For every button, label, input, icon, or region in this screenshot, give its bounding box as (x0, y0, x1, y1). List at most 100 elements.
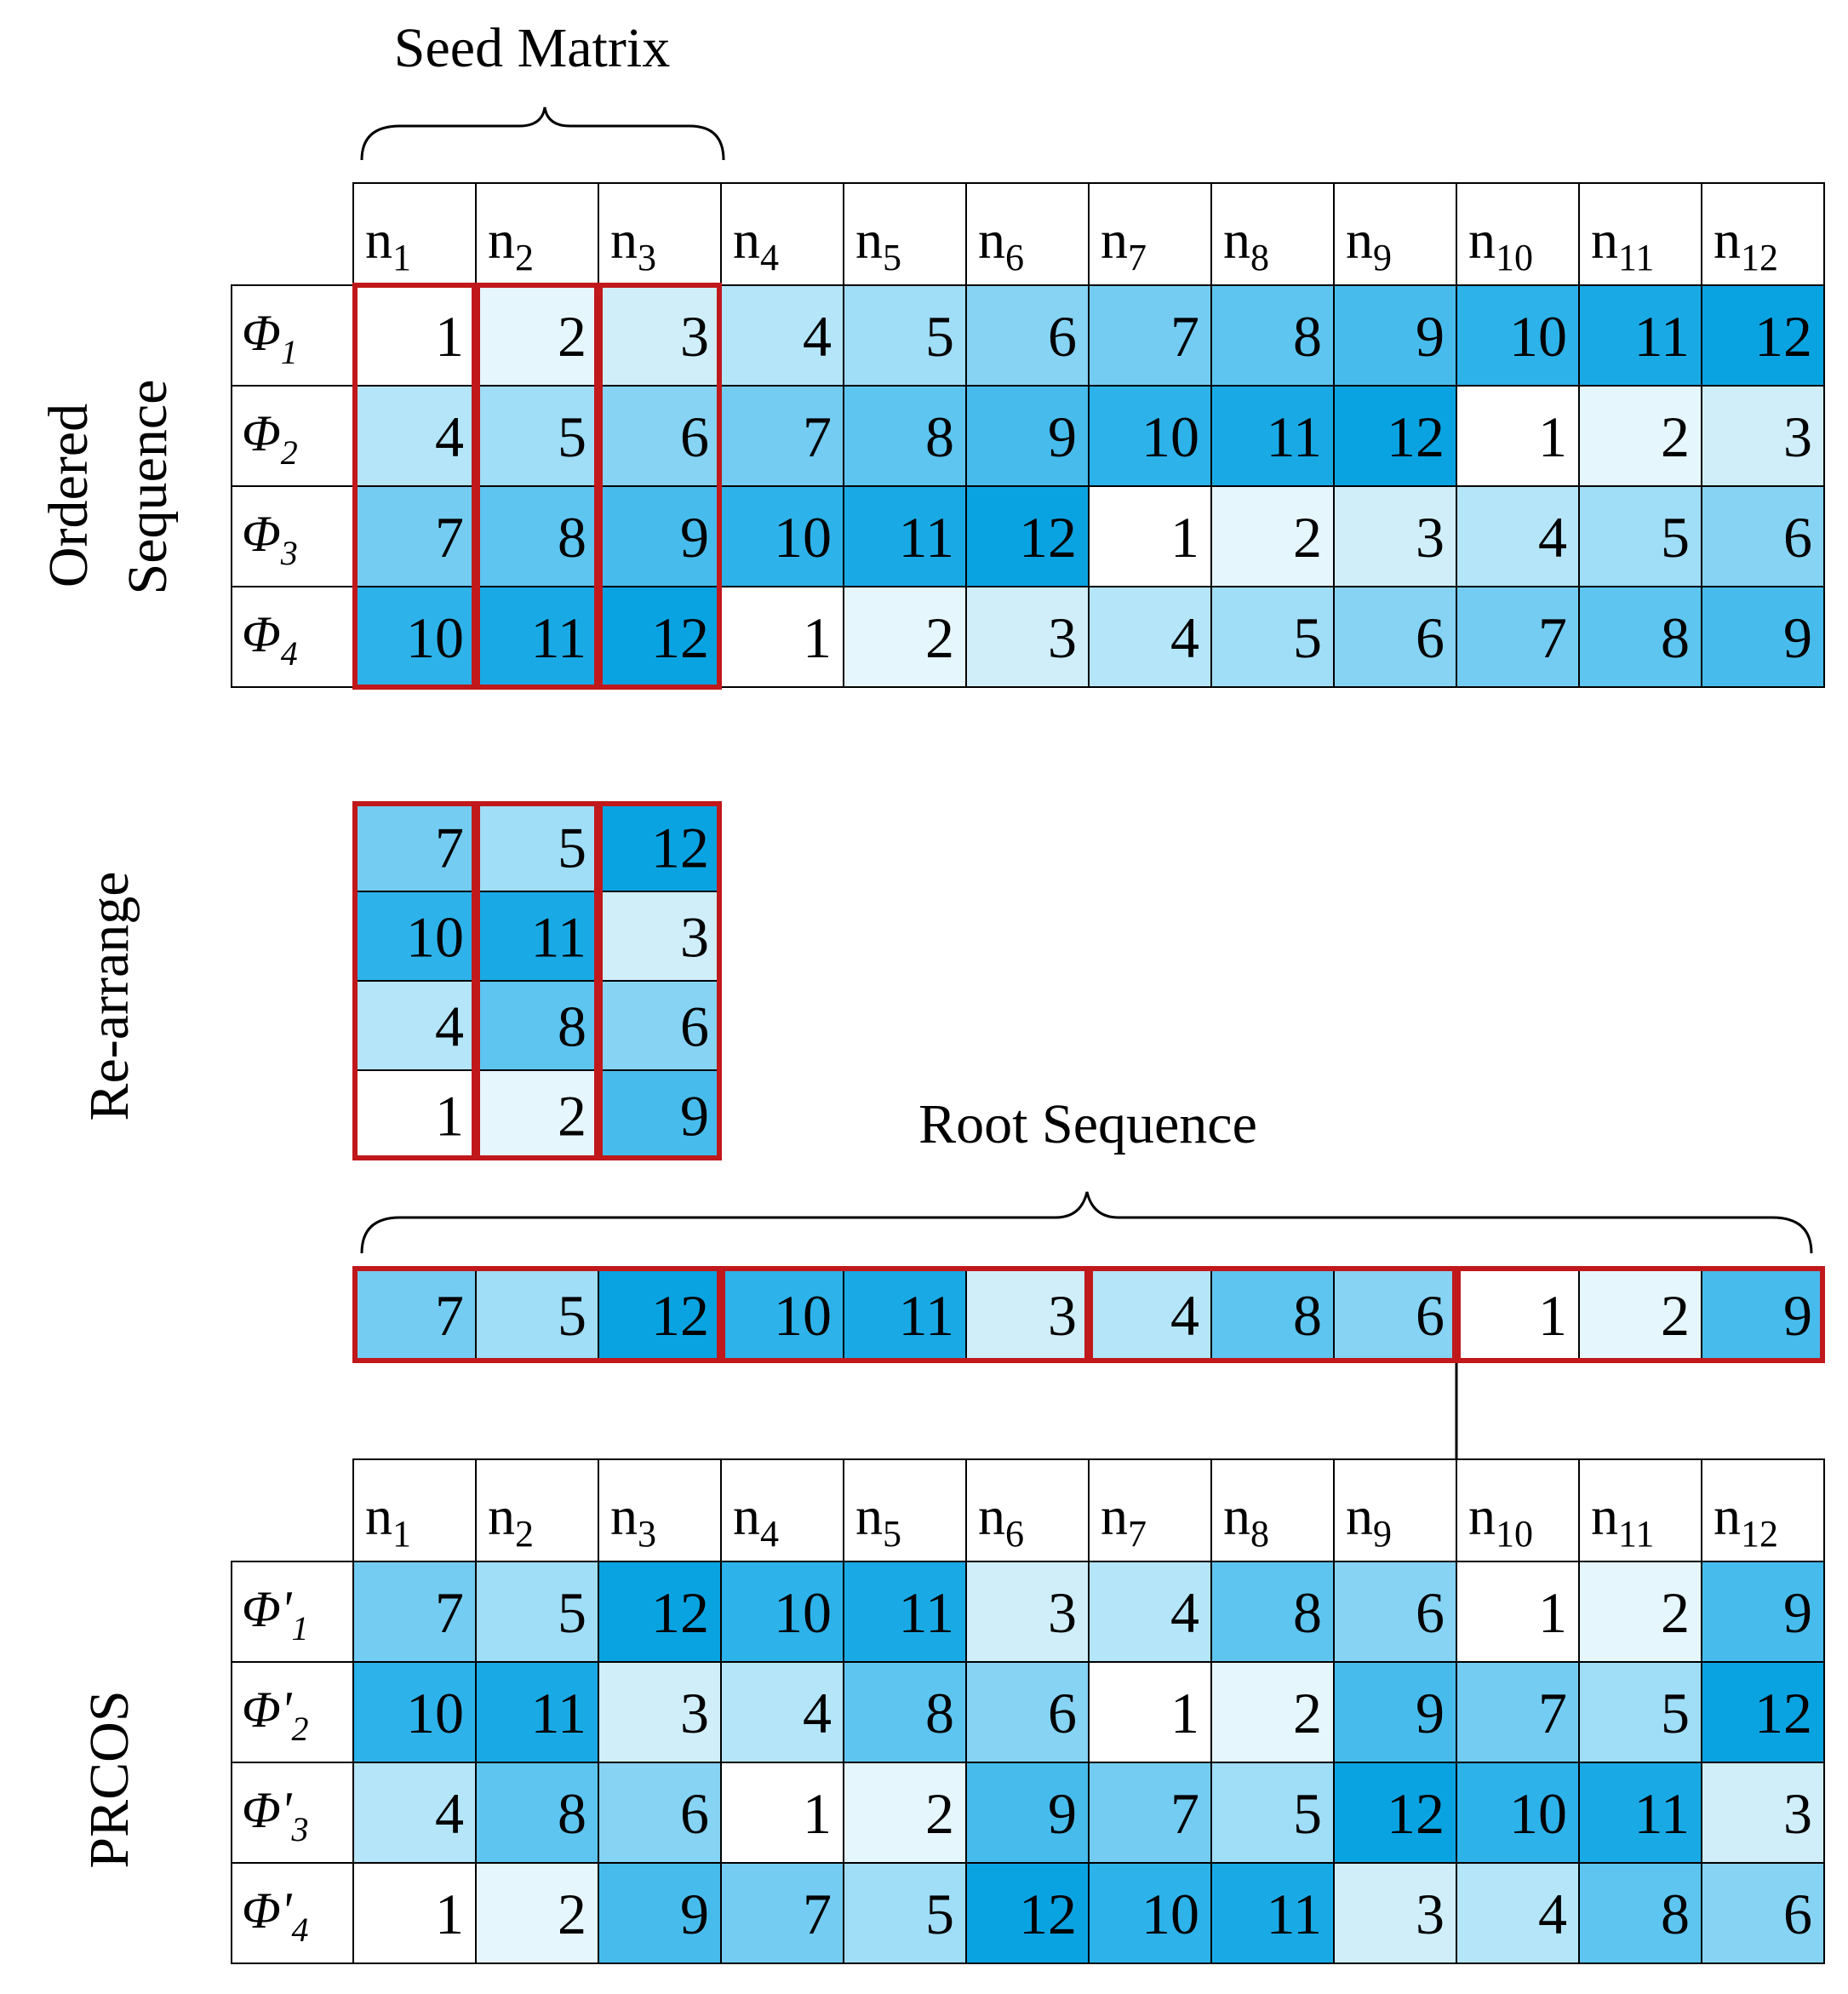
table-cell: 12 (965, 1862, 1090, 1964)
table-cell: 11 (1578, 284, 1702, 387)
rearrange-side-label: Re-arrange (78, 871, 140, 1120)
column-header: n6 (965, 1458, 1090, 1562)
table-cell: 8 (1578, 586, 1702, 688)
table-cell: 7 (1456, 586, 1580, 688)
cell-value: 2 (1293, 505, 1322, 570)
column-header: n3 (598, 182, 722, 286)
table-cell: 3 (598, 284, 722, 387)
cell-value: 1 (435, 304, 464, 369)
cell-value: 7 (435, 816, 464, 880)
cell-value: 3 (1048, 1283, 1077, 1348)
table-cell: 2 (1578, 1561, 1702, 1663)
root-sequence-cell: 8 (1210, 1266, 1335, 1363)
row-label: Φ'3 (231, 1762, 354, 1864)
prcos-side-label: PRCOS (78, 1690, 140, 1868)
table-cell: 6 (965, 284, 1090, 387)
column-header: n4 (720, 1458, 844, 1562)
svg-text:n8: n8 (1223, 209, 1269, 278)
table-cell: 3 (965, 1561, 1090, 1663)
table-cell: 4 (1456, 485, 1580, 587)
table-cell: 10 (720, 1561, 844, 1663)
cell-value: 8 (1293, 1580, 1322, 1645)
table-cell: 8 (843, 385, 967, 487)
cell-value: 11 (531, 605, 586, 670)
cell-value: 9 (1783, 1580, 1812, 1645)
cell-value: 9 (1783, 1283, 1812, 1348)
cell-value: 2 (1661, 1283, 1690, 1348)
root-sequence-cell: 3 (965, 1266, 1090, 1363)
table-cell: 7 (1088, 284, 1212, 387)
rearranged-cell: 4 (352, 980, 477, 1071)
cell-value: 10 (406, 905, 464, 970)
cell-value: 5 (558, 404, 586, 469)
cell-value: 7 (435, 1580, 464, 1645)
cell-value: 11 (899, 505, 954, 570)
table-cell: 1 (1456, 385, 1580, 487)
cell-value: 6 (680, 404, 709, 469)
table-cell: 10 (1456, 284, 1580, 387)
root-group-outline (720, 1266, 1090, 1363)
cell-value: 2 (925, 605, 954, 670)
table-cell: 1 (720, 1762, 844, 1864)
seed-column-outline (598, 283, 722, 690)
table-cell: 3 (965, 586, 1090, 688)
cell-value: 6 (1783, 505, 1812, 570)
column-header: n2 (475, 182, 599, 286)
cell-value: 2 (558, 1882, 586, 1946)
table-cell: 9 (965, 1762, 1090, 1864)
column-header: n9 (1333, 1458, 1457, 1562)
table-cell: 11 (1210, 385, 1335, 487)
rearranged-cell: 5 (475, 801, 599, 892)
table-cell: 2 (843, 586, 967, 688)
table-cell: 4 (1088, 586, 1212, 688)
svg-text:n8: n8 (1223, 1486, 1269, 1555)
table-cell: 7 (352, 485, 477, 587)
rearranged-cell: 12 (598, 801, 722, 892)
column-header: n12 (1701, 1458, 1825, 1562)
cell-value: 7 (1538, 605, 1567, 670)
cell-value: 8 (558, 994, 586, 1059)
svg-text:n12: n12 (1714, 1486, 1778, 1555)
table-cell: 12 (965, 485, 1090, 587)
root-sequence-cell: 1 (1456, 1266, 1580, 1363)
cell-value: 1 (1170, 505, 1199, 570)
table-cell: 2 (1578, 385, 1702, 487)
table-cell: 2 (1210, 1661, 1335, 1763)
cell-value: 12 (1754, 304, 1812, 369)
table-cell: 6 (1701, 485, 1825, 587)
table-cell: 1 (1456, 1561, 1580, 1663)
root-sequence-cell: 10 (720, 1266, 844, 1363)
cell-value: 9 (680, 1084, 709, 1149)
column-header: n12 (1701, 182, 1825, 286)
column-header: n7 (1088, 182, 1212, 286)
column-header: n9 (1333, 182, 1457, 286)
table-cell: 11 (1578, 1762, 1702, 1864)
cell-value: 2 (1661, 404, 1690, 469)
cell-value: 3 (1416, 1882, 1445, 1946)
row-label: Φ4 (231, 586, 354, 688)
table-cell: 5 (1210, 1762, 1335, 1864)
cell-value: 12 (1387, 404, 1445, 469)
table-cell: 10 (720, 485, 844, 587)
cell-value: 12 (651, 605, 709, 670)
table-cell: 12 (1701, 1661, 1825, 1763)
column-header: n11 (1578, 1458, 1702, 1562)
rearranged-cell: 1 (352, 1069, 477, 1160)
svg-text:n7: n7 (1101, 209, 1147, 278)
row-label: Φ3 (231, 485, 354, 587)
row-label: Φ'1 (231, 1561, 354, 1663)
table-cell: 7 (352, 1561, 477, 1663)
table-cell: 10 (352, 1661, 477, 1763)
cell-value: 3 (680, 304, 709, 369)
table-cell: 12 (1333, 385, 1457, 487)
table-cell: 5 (475, 385, 599, 487)
column-header: n1 (352, 1458, 477, 1562)
cell-value: 3 (1048, 1580, 1077, 1645)
cell-value: 11 (1634, 1781, 1690, 1846)
root-sequence-brace (360, 1191, 1813, 1254)
table-cell: 11 (475, 586, 599, 688)
column-header: n3 (598, 1458, 722, 1562)
row-label: Φ1 (231, 284, 354, 387)
cell-value: 4 (435, 404, 464, 469)
